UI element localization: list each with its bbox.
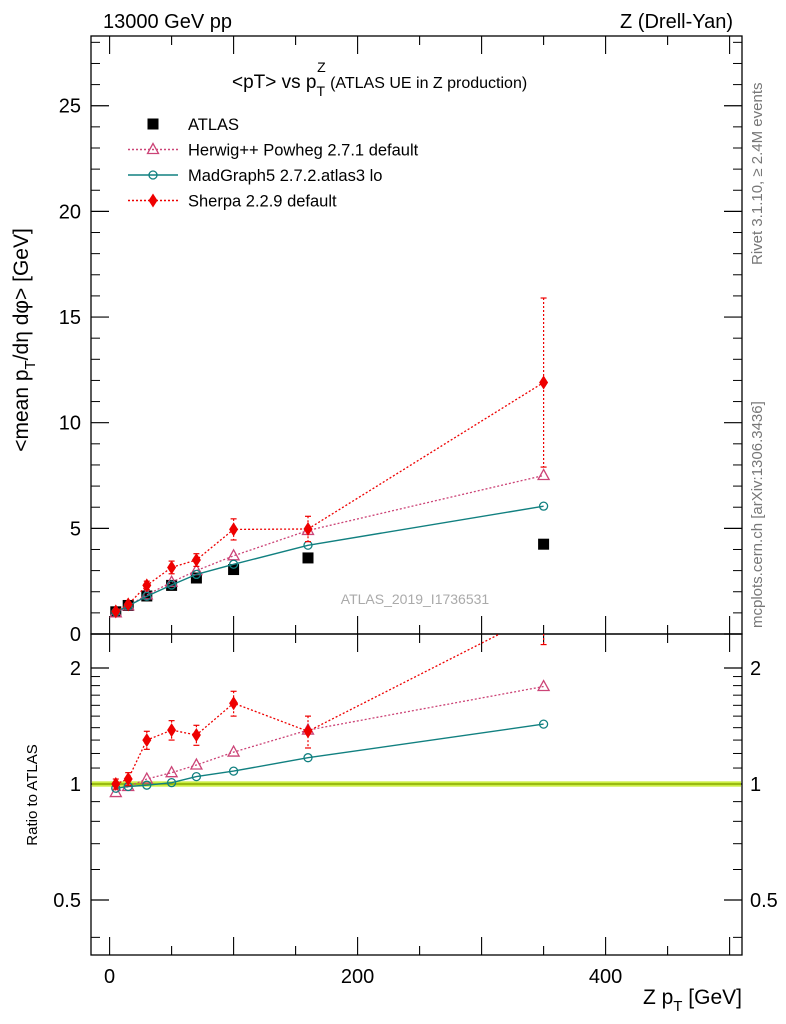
main-series-group — [109, 297, 551, 619]
main-ytick-label: 25 — [59, 96, 81, 118]
point-sherpa-2-2-9-default — [167, 723, 177, 738]
point-atlas — [228, 564, 240, 576]
point-madgraph5-2-7-2-atlas3-lo — [191, 569, 202, 580]
plot-title: <pT> vs pTZ (ATLAS UE in Z production) — [232, 59, 527, 99]
legend-label-madgraph5-2-7-2-atlas3-lo: MadGraph5 2.7.2.atlas3 lo — [188, 167, 382, 185]
point-atlas — [538, 538, 550, 550]
series-line-sherpa-2-2-9-default — [115, 633, 500, 785]
ratio-ytick-label-right: 1 — [750, 774, 761, 796]
point-sherpa-2-2-9-default — [167, 560, 177, 575]
header-right: Z (Drell-Yan) — [620, 11, 733, 33]
point-sherpa-2-2-9-default — [229, 696, 239, 711]
main-ytick-label: 10 — [59, 413, 81, 435]
point-sherpa-2-2-9-default — [229, 522, 239, 537]
point-sherpa-2-2-9-default — [191, 553, 201, 568]
ratio-ytick-label-right: 0.5 — [750, 890, 778, 912]
series-line-herwig-powheg-2-7-1-default — [115, 685, 544, 794]
main-ytick-label: 0 — [70, 624, 81, 646]
ratio-xtick-label: 0 — [104, 966, 115, 988]
legend: ATLAS Herwig++ Powheg 2.7.1 default MadGra… — [128, 116, 419, 211]
point-sherpa-2-2-9-default — [539, 375, 549, 390]
point-herwig-powheg-2-7-1-default — [189, 757, 203, 770]
mcplots-label: mcplots.cern.ch [arXiv:1306.3436] — [749, 401, 766, 628]
legend-marker-sherpa-2-2-9-default — [148, 193, 158, 208]
series-line-sherpa-2-2-9-default — [115, 381, 544, 612]
ratio-axis-ticks: 0.5 0.5 1 1 2 2 0 200 400 — [53, 634, 778, 988]
main-ytick-label: 15 — [59, 307, 81, 329]
point-sherpa-2-2-9-default — [142, 733, 152, 748]
legend-label-sherpa-2-2-9-default: Sherpa 2.2.9 default — [188, 193, 337, 211]
point-sherpa-2-2-9-default — [142, 578, 152, 593]
point-madgraph5-2-7-2-atlas3-lo — [228, 559, 239, 569]
point-sherpa-2-2-9-default — [111, 604, 121, 619]
point-atlas — [302, 552, 314, 564]
ratio-reference-band — [92, 781, 741, 787]
legend-marker-atlas — [147, 118, 159, 130]
point-sherpa-2-2-9-default — [123, 597, 133, 612]
rivet-label: Rivet 3.1.10, ≥ 2.4M events — [749, 83, 766, 266]
point-sherpa-2-2-9-default — [191, 728, 201, 743]
point-sherpa-2-2-9-default — [303, 724, 313, 739]
ratio-ytick-label: 2 — [70, 658, 81, 680]
ylabel-main: <mean pT/dη dφ> [GeV] — [10, 228, 39, 452]
legend-label-herwig-powheg-2-7-1-default: Herwig++ Powheg 2.7.1 default — [188, 142, 419, 160]
header-left: 13000 GeV pp — [103, 11, 232, 33]
point-madgraph5-2-7-2-atlas3-lo — [142, 780, 152, 790]
ratio-ytick-label: 1 — [70, 774, 81, 796]
point-madgraph5-2-7-2-atlas3-lo — [191, 771, 202, 782]
series-line-madgraph5-2-7-2-atlas3-lo — [115, 723, 544, 789]
series-sherpa-2-2-9-default — [111, 633, 547, 791]
legend-item-sherpa-2-2-9-default: Sherpa 2.2.9 default — [128, 193, 337, 211]
series-herwig-powheg-2-7-1-default — [109, 679, 551, 798]
legend-item-madgraph5-2-7-2-atlas3-lo: MadGraph5 2.7.2.atlas3 lo — [128, 167, 382, 185]
legend-item-herwig-powheg-2-7-1-default: Herwig++ Powheg 2.7.1 default — [128, 142, 419, 160]
point-herwig-powheg-2-7-1-default — [140, 771, 154, 784]
legend-marker-herwig-powheg-2-7-1-default — [146, 142, 160, 155]
ratio-ytick-label: 0.5 — [53, 890, 81, 912]
main-ytick-label: 20 — [59, 201, 81, 223]
point-madgraph5-2-7-2-atlas3-lo — [538, 719, 549, 729]
point-herwig-powheg-2-7-1-default — [165, 765, 179, 778]
point-madgraph5-2-7-2-atlas3-lo — [538, 501, 549, 511]
series-madgraph5-2-7-2-atlas3-lo — [111, 719, 549, 793]
ratio-xtick-label: 200 — [341, 966, 374, 988]
point-madgraph5-2-7-2-atlas3-lo — [166, 580, 177, 590]
ratio-xtick-label: 400 — [589, 966, 622, 988]
ratio-panel-frame — [90, 633, 743, 956]
main-axis-ticks: 0 5 10 15 20 25 — [59, 36, 742, 646]
legend-label-atlas: ATLAS — [188, 116, 239, 134]
ratio-series-group — [109, 633, 551, 798]
point-sherpa-2-2-9-default — [123, 772, 133, 787]
point-herwig-powheg-2-7-1-default — [227, 548, 241, 561]
xlabel: Z pT [GeV] — [643, 986, 742, 1015]
ratio-ytick-label-right: 2 — [750, 658, 761, 680]
point-herwig-powheg-2-7-1-default — [227, 744, 241, 757]
point-sherpa-2-2-9-default — [111, 776, 121, 791]
analysis-watermark: ATLAS_2019_I1736531 — [341, 591, 490, 607]
main-ytick-label: 5 — [70, 518, 81, 540]
point-herwig-powheg-2-7-1-default — [537, 468, 551, 481]
point-herwig-powheg-2-7-1-default — [537, 679, 551, 692]
series-sherpa-2-2-9-default — [111, 297, 549, 619]
point-madgraph5-2-7-2-atlas3-lo — [303, 753, 313, 763]
point-madgraph5-2-7-2-atlas3-lo — [228, 766, 239, 776]
legend-item-atlas: ATLAS — [147, 116, 239, 134]
point-sherpa-2-2-9-default — [303, 521, 313, 536]
point-madgraph5-2-7-2-atlas3-lo — [166, 778, 177, 788]
legend-marker-madgraph5-2-7-2-atlas3-lo — [148, 170, 158, 180]
ylabel-ratio: Ratio to ATLAS — [24, 744, 41, 845]
